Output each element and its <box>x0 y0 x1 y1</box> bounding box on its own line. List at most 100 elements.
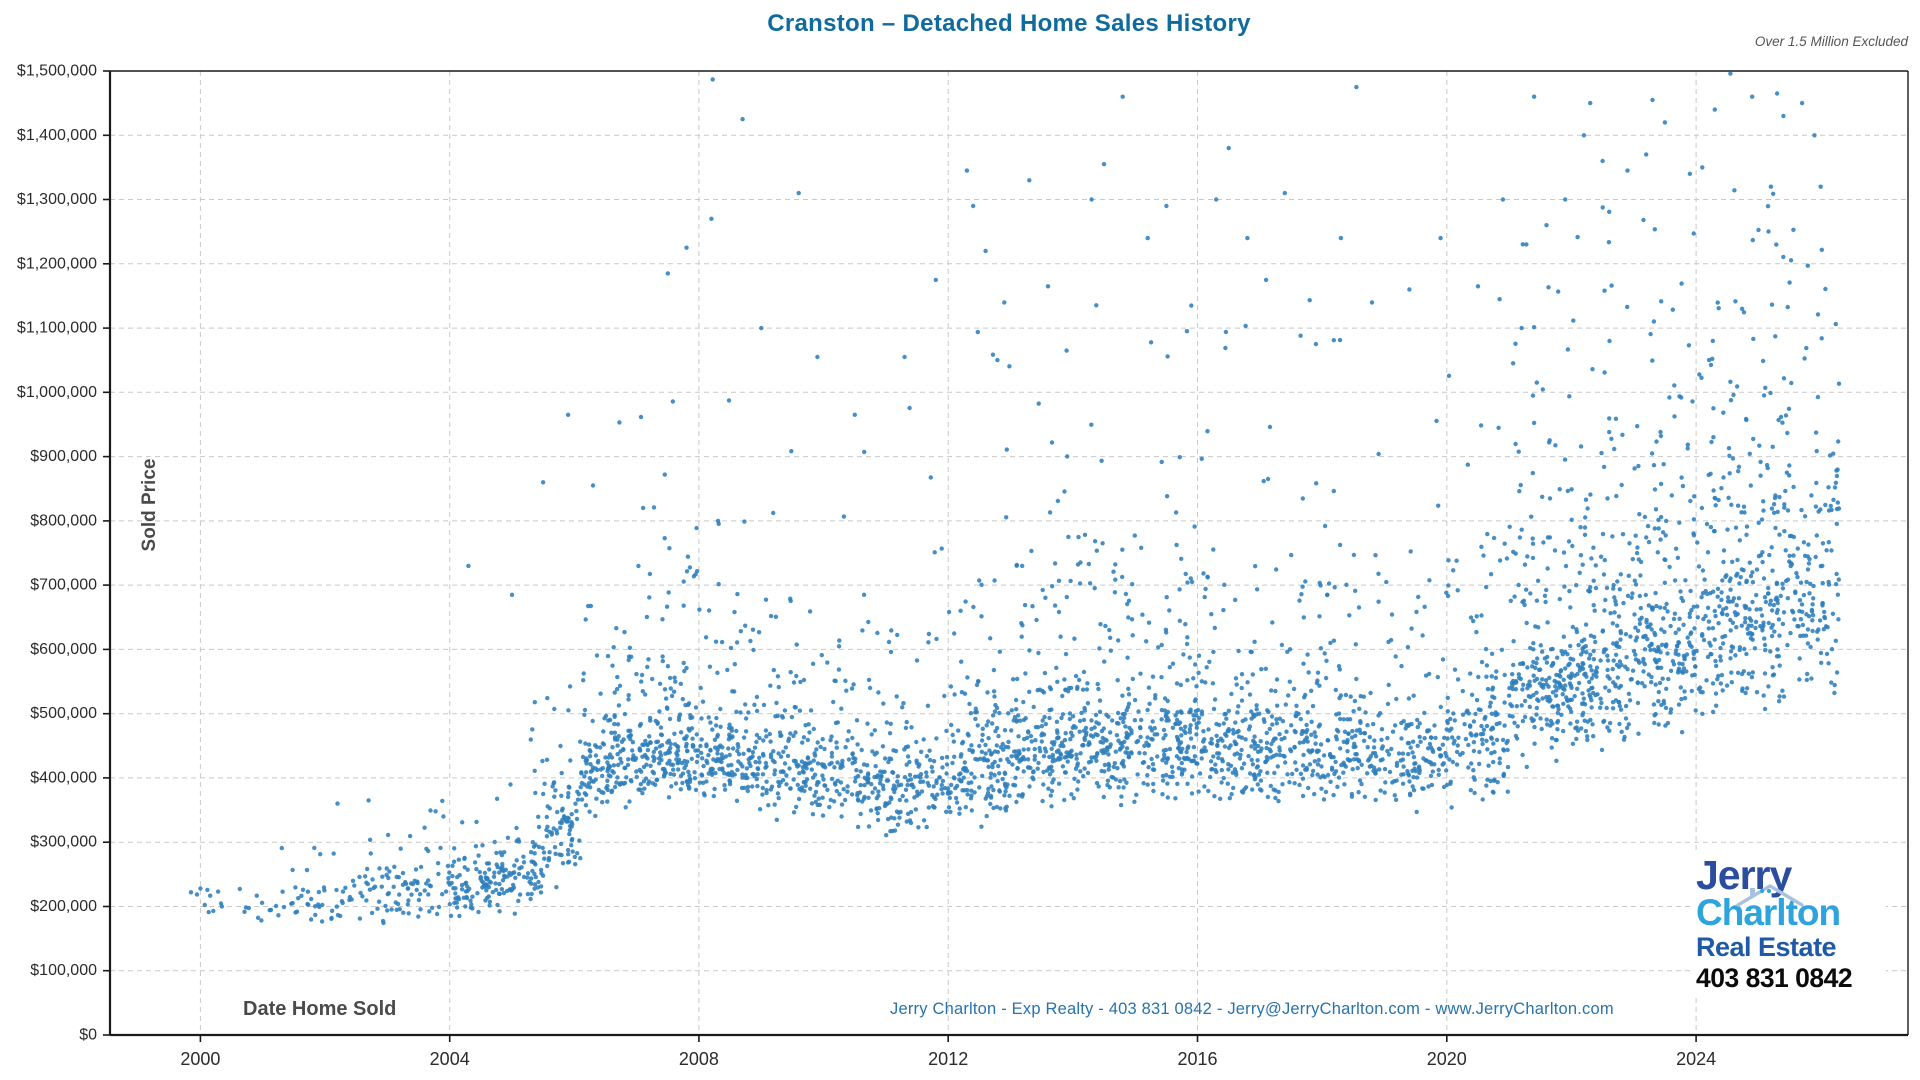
sale-point <box>1247 724 1253 729</box>
sale-point <box>1808 644 1813 650</box>
sale-point <box>1229 792 1234 797</box>
sale-point <box>1294 767 1299 772</box>
sale-point <box>1426 784 1431 789</box>
sale-point <box>684 741 689 747</box>
sale-point <box>1002 793 1007 798</box>
sale-point <box>1740 688 1745 693</box>
sale-point <box>1561 701 1566 706</box>
sale-point <box>1531 641 1536 646</box>
sale-point <box>1588 652 1593 657</box>
sale-point <box>1183 724 1188 729</box>
sale-point <box>778 754 784 759</box>
sale-point <box>1747 616 1753 621</box>
sale-point <box>627 799 632 804</box>
sale-point <box>1003 783 1008 788</box>
sale-point <box>1773 525 1778 531</box>
sale-point <box>1287 780 1292 785</box>
sale-point <box>1795 574 1800 580</box>
sale-point <box>825 787 830 792</box>
sale-point <box>1658 481 1664 487</box>
sale-point <box>1115 766 1120 771</box>
sale-point <box>828 738 833 743</box>
sale-point <box>788 670 793 675</box>
sale-point <box>449 880 454 886</box>
sale-point <box>1386 752 1392 757</box>
sale-point <box>919 789 925 794</box>
sale-point <box>1371 745 1377 750</box>
sale-point <box>474 819 479 825</box>
sale-point <box>1446 558 1451 563</box>
sale-point <box>1750 631 1755 637</box>
sale-point <box>1129 617 1135 622</box>
sale-point <box>1769 608 1775 613</box>
sale-point <box>1735 670 1741 675</box>
sale-point <box>525 875 530 880</box>
sale-point <box>1791 553 1796 558</box>
sale-point <box>1060 693 1065 699</box>
sale-point <box>1591 603 1596 608</box>
sale-point <box>991 689 997 694</box>
sale-point <box>626 728 631 733</box>
sale-point <box>1411 775 1416 780</box>
sale-point <box>903 725 909 731</box>
sale-point <box>815 761 821 766</box>
sale-point <box>1635 628 1641 633</box>
sale-point <box>574 808 579 814</box>
sale-point <box>1663 557 1668 563</box>
sale-point <box>988 801 993 807</box>
sale-point <box>569 837 574 843</box>
sale-point <box>589 778 594 784</box>
sale-point <box>1469 761 1474 766</box>
sale-point <box>1376 571 1381 576</box>
sale-point <box>1100 740 1106 745</box>
sale-point <box>1476 674 1481 680</box>
sale-point <box>587 809 592 814</box>
sale-point <box>755 783 760 789</box>
sale-point <box>791 810 797 815</box>
sale-point <box>808 786 813 791</box>
sale-point <box>1535 656 1540 661</box>
sale-point <box>1582 532 1588 537</box>
sale-point <box>1524 620 1529 626</box>
sale-point <box>1306 670 1311 675</box>
sale-point <box>775 791 781 796</box>
sale-point <box>1170 661 1176 666</box>
sale-point <box>948 809 953 815</box>
sale-point <box>319 919 325 924</box>
sale-point <box>1356 605 1362 610</box>
sale-point <box>1119 794 1124 799</box>
sale-point <box>1528 645 1533 651</box>
sale-point <box>1736 464 1742 469</box>
sale-point <box>1427 671 1432 677</box>
sale-point <box>1232 752 1237 757</box>
sale-point <box>1715 586 1721 591</box>
sale-point <box>1733 525 1739 530</box>
sale-point <box>538 867 544 873</box>
sale-point <box>843 678 848 683</box>
sale-point <box>1416 594 1421 600</box>
sale-point <box>1699 505 1705 511</box>
sale-point <box>1203 748 1209 754</box>
sale-point <box>1652 487 1658 492</box>
sale-point <box>615 674 620 680</box>
sale-point <box>1582 718 1587 723</box>
sale-point <box>665 271 670 276</box>
sale-point <box>1783 548 1788 553</box>
sale-point <box>937 775 942 780</box>
sale-point <box>617 683 623 688</box>
sale-point <box>854 768 859 773</box>
sale-point <box>1658 605 1663 610</box>
sale-point <box>1739 623 1745 628</box>
sale-point <box>1616 614 1622 619</box>
sale-point <box>1719 590 1724 595</box>
sale-point <box>464 894 469 900</box>
sale-point <box>1747 607 1752 612</box>
sale-point <box>486 885 492 890</box>
sale-point <box>673 781 679 786</box>
sale-point <box>405 886 410 891</box>
sale-point <box>1626 573 1632 578</box>
sale-point <box>1116 721 1121 726</box>
sale-point <box>1145 773 1150 778</box>
sale-point <box>1272 770 1277 776</box>
